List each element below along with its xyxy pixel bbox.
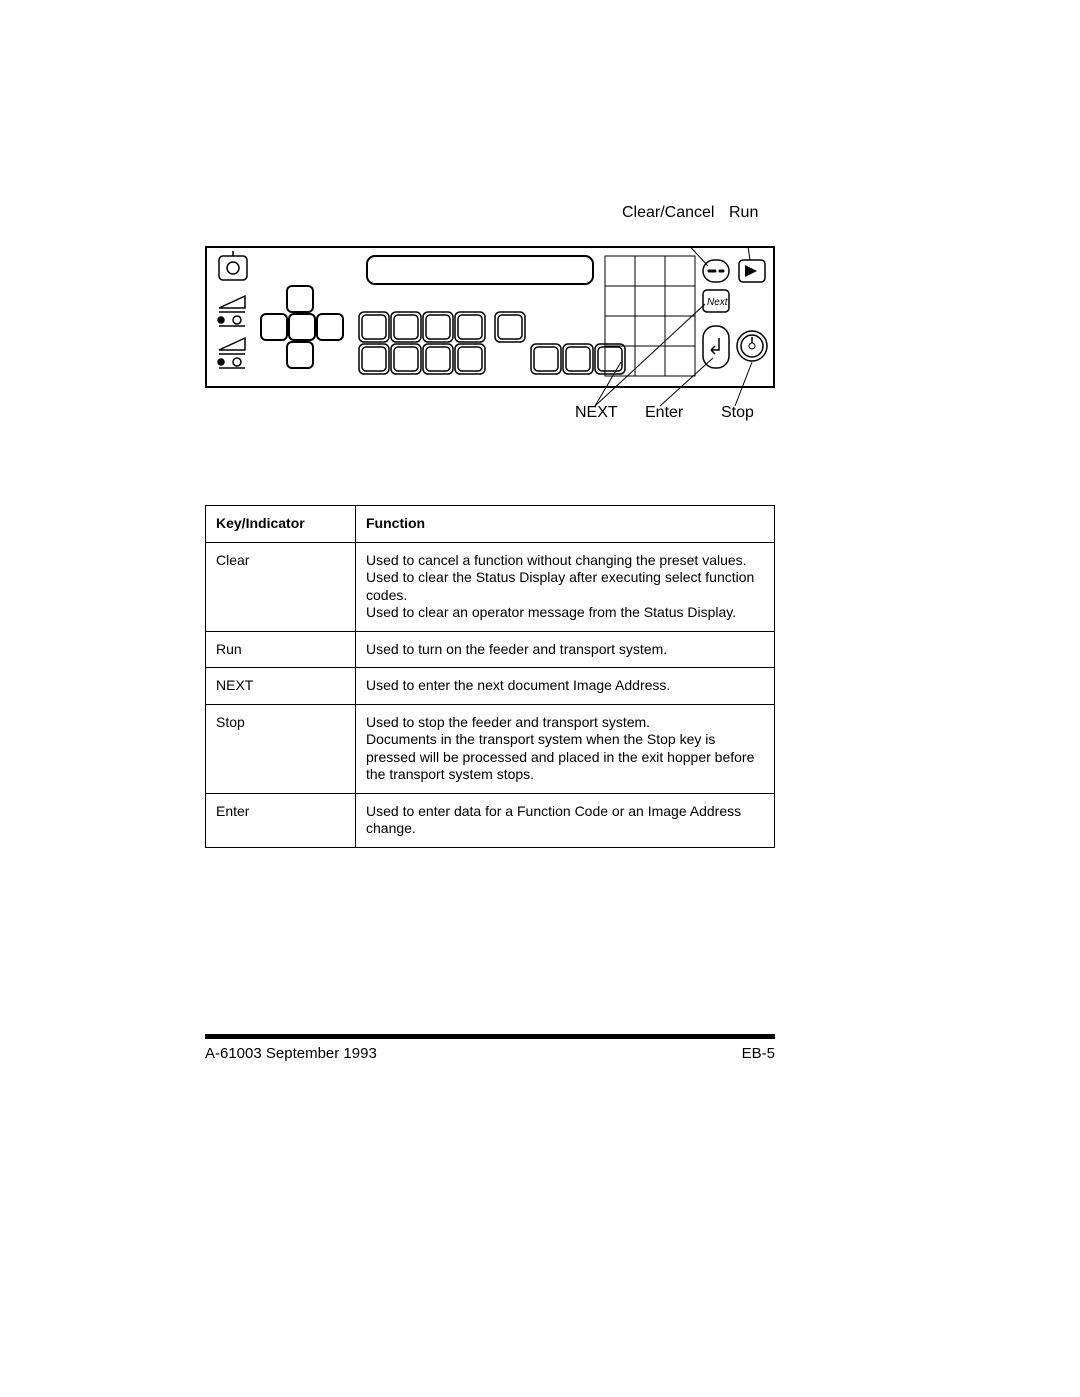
page-footer: A-61003 September 1993 EB-5 [205,1034,775,1062]
callout-run: Run [729,204,758,222]
cell-function: Used to cancel a function without changi… [356,542,775,631]
table-row: Run Used to turn on the feeder and trans… [206,631,775,668]
next-key-label: Next [707,297,729,308]
col-header-function: Function [356,506,775,543]
callout-next: NEXT [575,404,618,422]
callout-stop: Stop [721,404,754,422]
cell-function: Used to stop the feeder and transport sy… [356,704,775,793]
cell-key: Enter [206,793,356,847]
table-row: Stop Used to stop the feeder and transpo… [206,704,775,793]
cell-key: Stop [206,704,356,793]
footer-rule [205,1034,775,1039]
cell-key: Clear [206,542,356,631]
cell-key: Run [206,631,356,668]
panel-svg: Next [205,246,775,416]
cell-function: Used to turn on the feeder and transport… [356,631,775,668]
cell-key: NEXT [206,668,356,705]
callout-clear-cancel: Clear/Cancel [622,204,714,222]
cell-function: Used to enter the next document Image Ad… [356,668,775,705]
table-row: Enter Used to enter data for a Function … [206,793,775,847]
footer-left: A-61003 September 1993 [205,1045,377,1062]
table-row: Clear Used to cancel a function without … [206,542,775,631]
footer-right: EB-5 [742,1045,775,1062]
col-header-key: Key/Indicator [206,506,356,543]
cell-function: Used to enter data for a Function Code o… [356,793,775,847]
key-function-table: Key/Indicator Function Clear Used to can… [205,505,775,848]
table-row: NEXT Used to enter the next document Ima… [206,668,775,705]
callout-enter: Enter [645,404,683,422]
table-header-row: Key/Indicator Function [206,506,775,543]
